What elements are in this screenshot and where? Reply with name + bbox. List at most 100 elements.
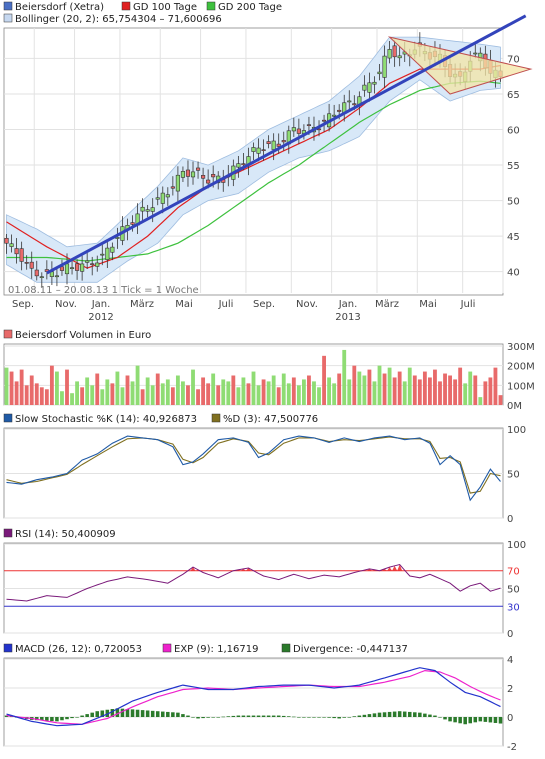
candle [397,45,402,67]
divergence-bar [256,715,261,717]
candle-body [347,100,352,103]
candle-body [34,269,39,277]
x-tick-label: Juli [460,299,476,310]
volume-bar [478,397,483,405]
square-lightblue-icon [3,13,13,23]
divergence-bar [4,715,9,717]
candle [39,272,44,288]
square-darkgreen-icon [281,643,291,653]
candle-body [362,84,367,91]
x-tick-label: Jan. [91,299,111,310]
divergence-bar [216,717,220,718]
square-blue-icon [3,413,13,423]
volume-bar [417,379,422,405]
legend-rsi: RSI (14): 50,400909 [15,529,116,540]
candle [90,256,95,276]
volume-bar [372,381,377,405]
volume-bar [286,383,291,405]
candle [59,259,65,276]
candle [251,142,256,160]
divergence-bar [438,717,442,718]
rsi-y-axis: 0 30 50 70 100 [507,540,526,640]
candle [14,238,19,264]
candle [382,45,387,89]
candle [256,138,261,162]
volume-bar [95,373,100,405]
y-tick-label: 70 [507,567,520,578]
candle-body [85,260,90,263]
candle [140,198,145,221]
y-tick-label: 100 [507,425,526,436]
candle-body [261,149,266,152]
x-tick-label: Jan. [338,299,358,310]
divergence-bar [181,714,185,717]
volume-bar [75,381,80,405]
volume-bar [362,375,367,405]
divergence-bar [171,712,175,717]
divergence-bar [423,713,427,717]
candle-body [150,207,155,212]
divergence-bar [498,717,503,724]
divergence-bar [392,711,397,717]
candle [160,186,165,214]
candle-body [69,267,75,269]
candle [4,234,9,254]
divergence-bar [276,715,281,717]
divergence-bar [145,710,150,717]
candle-body [115,237,120,239]
divergence-bar [110,709,115,717]
legend-stoch-k: Slow Stochastic %K (14): 40,926873 [15,414,197,425]
x-tick-label: März [375,299,399,310]
divergence-bar [382,712,387,717]
divergence-bar [201,717,205,719]
legend-beiersdorf: Beiersdorf (Xetra) [15,2,104,13]
y-tick-label: 4 [507,655,513,666]
candle-body [473,52,478,55]
volume-bar [266,381,271,405]
candle-body [281,140,286,143]
candle [201,167,206,189]
price-legend: Beiersdorf (Xetra) GD 100 Tage GD 200 Ta… [3,1,282,25]
candle [130,215,135,232]
divergence-bar [140,710,145,717]
stoch-y-axis: 0 50 100 [507,425,526,525]
volume-bar [170,387,175,405]
volume-bar [271,375,276,405]
candle-body [155,197,160,200]
divergence-bar [211,717,215,718]
y-tick-label: 200M [507,362,535,373]
divergence-bar [80,715,84,717]
volume-bar [14,381,19,405]
rsi-overbought-fill [190,564,408,571]
volume-bar [463,383,468,405]
volume-bar [29,375,34,405]
divergence-bar [206,717,210,718]
candle [185,160,191,187]
volume-bar [332,383,337,405]
volume-bar [60,391,64,405]
macd-panel: -2 0 2 4 [3,655,517,753]
candle [266,135,271,149]
stoch-legend: Slow Stochastic %K (14): 40,926873 %D (3… [3,413,318,425]
candle-body [175,174,180,192]
divergence-bar [70,717,74,719]
volume-bar [120,387,125,405]
candle-body [337,109,342,112]
candle [195,161,201,179]
volume-bar [256,385,261,405]
y-tick-label: 0 [507,629,513,640]
legend-gd200: GD 200 Tage [218,2,282,13]
candle-body [14,248,19,255]
volume-y-axis: 0M 100M 200M 300M [507,342,535,412]
x-tick-label: Juli [218,299,234,310]
candle [29,251,34,279]
y-tick-label: 30 [507,602,520,613]
x-tick-label: Mai [419,299,437,310]
candle [9,234,14,253]
y-tick-label: 100 [507,540,526,551]
candle-body [256,147,261,154]
divergence-bar [322,717,326,718]
volume-bar [211,373,216,405]
divergence-bar [166,711,170,717]
